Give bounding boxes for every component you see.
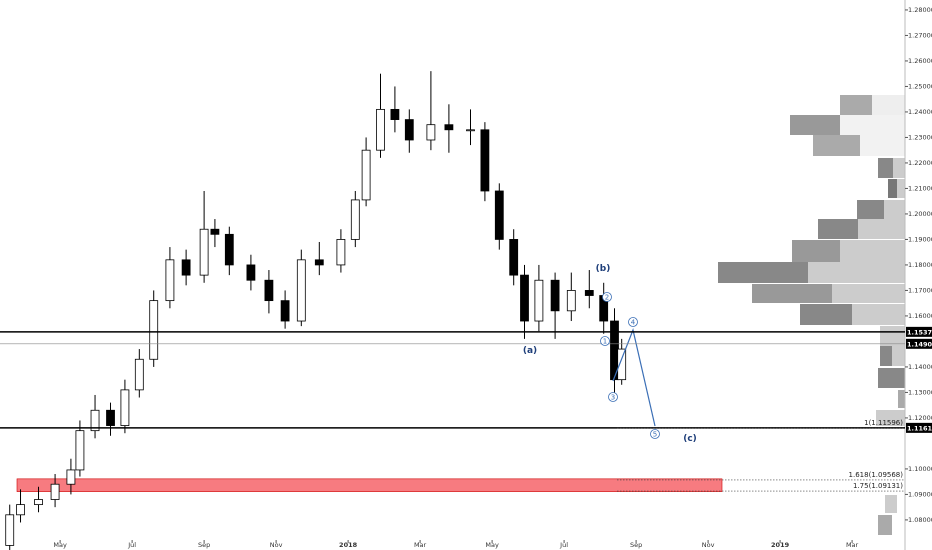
y-tick-label: 1.20000 <box>908 210 932 218</box>
plot-area <box>5 71 723 550</box>
wave-projection <box>612 327 656 427</box>
price-label: 1.14906 <box>907 340 932 348</box>
candle-body <box>566 290 576 312</box>
y-tick-label: 1.28000 <box>908 6 932 14</box>
wave-circle <box>628 317 638 327</box>
x-tick-label: 2018 <box>339 541 358 549</box>
candle-body <box>480 129 490 192</box>
candle-body <box>534 279 544 322</box>
y-tick-label: 1.23000 <box>908 133 932 141</box>
y-tick-label: 1.18000 <box>908 261 932 269</box>
candle-body <box>336 239 346 266</box>
y-tick-label: 1.25000 <box>908 82 932 90</box>
wave-label: (c) <box>683 434 697 444</box>
price-label: 1.15375 <box>907 328 932 336</box>
wave-label: (b) <box>596 264 611 274</box>
candle-body <box>210 228 220 235</box>
wave-circle <box>650 429 660 439</box>
candle-body <box>246 264 256 281</box>
y-tick-label: 1.09000 <box>908 490 932 498</box>
price-label-box <box>906 326 932 337</box>
y-tick-label: 1.12000 <box>908 414 932 422</box>
y-tick-label: 1.24000 <box>908 108 932 116</box>
y-tick-label: 1.14000 <box>908 363 932 371</box>
x-tick-label: Nov <box>702 541 715 549</box>
candle-body <box>50 483 60 500</box>
wave-circle <box>600 336 610 346</box>
y-tick-label: 1.16000 <box>908 312 932 320</box>
axis-panel <box>905 0 932 550</box>
price-label-box <box>906 338 932 349</box>
x-tick-label: Nov <box>270 541 283 549</box>
x-tick-label: Sep <box>630 541 642 549</box>
candle-body <box>90 409 100 432</box>
candle-body <box>165 259 175 302</box>
x-tick-label: Mar <box>846 541 859 549</box>
candle-body <box>5 514 15 546</box>
candle-body <box>444 124 454 131</box>
candle-body <box>550 279 560 312</box>
candle-body <box>16 504 25 516</box>
y-tick-label: 1.22000 <box>908 159 932 167</box>
candle-body <box>509 239 519 276</box>
candle-body <box>120 389 130 426</box>
candle-body <box>224 233 234 266</box>
y-tick-label: 1.26000 <box>908 57 932 65</box>
candle-body <box>314 259 324 266</box>
candle-body <box>149 300 159 360</box>
x-tick-label: Jul <box>127 541 136 549</box>
candle-body <box>75 430 85 471</box>
wave-label: 1 <box>603 338 607 346</box>
candle-body <box>617 348 627 381</box>
y-tick-label: 1.17000 <box>908 286 932 294</box>
candle-body <box>280 300 290 322</box>
volume-profile <box>718 95 905 535</box>
wave-label: 3 <box>611 394 615 402</box>
candle-body <box>106 409 115 426</box>
candle-body <box>520 274 529 322</box>
y-tick-label: 1.08000 <box>908 516 932 524</box>
candle-body <box>466 129 475 132</box>
candle-body <box>134 358 144 391</box>
wave-circle <box>602 292 612 302</box>
candle-body <box>296 259 306 322</box>
x-tick-label: Jul <box>559 541 568 549</box>
wave-label: (a) <box>523 346 537 356</box>
target-zone <box>16 478 723 492</box>
candle-body <box>264 279 274 302</box>
fib-label: 1.618(1.09568) <box>849 471 904 479</box>
wave-label: 2 <box>605 294 609 302</box>
candle-body <box>350 199 360 240</box>
y-tick-label: 1.27000 <box>908 31 932 39</box>
fib-label: 1.75(1.09131) <box>853 482 903 490</box>
candle-body <box>584 290 594 296</box>
y-tick-label: 1.13000 <box>908 388 932 396</box>
y-tick-label: 1.19000 <box>908 235 932 243</box>
price-label-box <box>906 422 932 433</box>
candle-body <box>66 469 76 485</box>
x-tick-label: May <box>53 541 67 549</box>
fib-label: 1(1.11596) <box>864 419 903 427</box>
wave-label: 4 <box>631 319 636 327</box>
y-tick-label: 1.21000 <box>908 184 932 192</box>
wave-label: 5 <box>653 431 657 439</box>
candle-body <box>494 190 504 240</box>
candle-body <box>34 499 43 506</box>
x-tick-label: Sep <box>198 541 210 549</box>
candle-body <box>404 119 414 141</box>
candle-body <box>376 108 385 151</box>
candle-body <box>426 124 436 141</box>
price-label: 1.11610 <box>907 424 932 432</box>
candle-body <box>199 228 209 276</box>
x-tick-label: Mar <box>414 541 427 549</box>
candle-body <box>181 259 191 276</box>
x-tick-label: 2019 <box>771 541 790 549</box>
candle-body <box>390 108 400 120</box>
candle-body <box>361 149 371 201</box>
wave-circle <box>608 392 618 402</box>
y-tick-label: 1.10000 <box>908 465 932 473</box>
x-tick-label: May <box>485 541 499 549</box>
